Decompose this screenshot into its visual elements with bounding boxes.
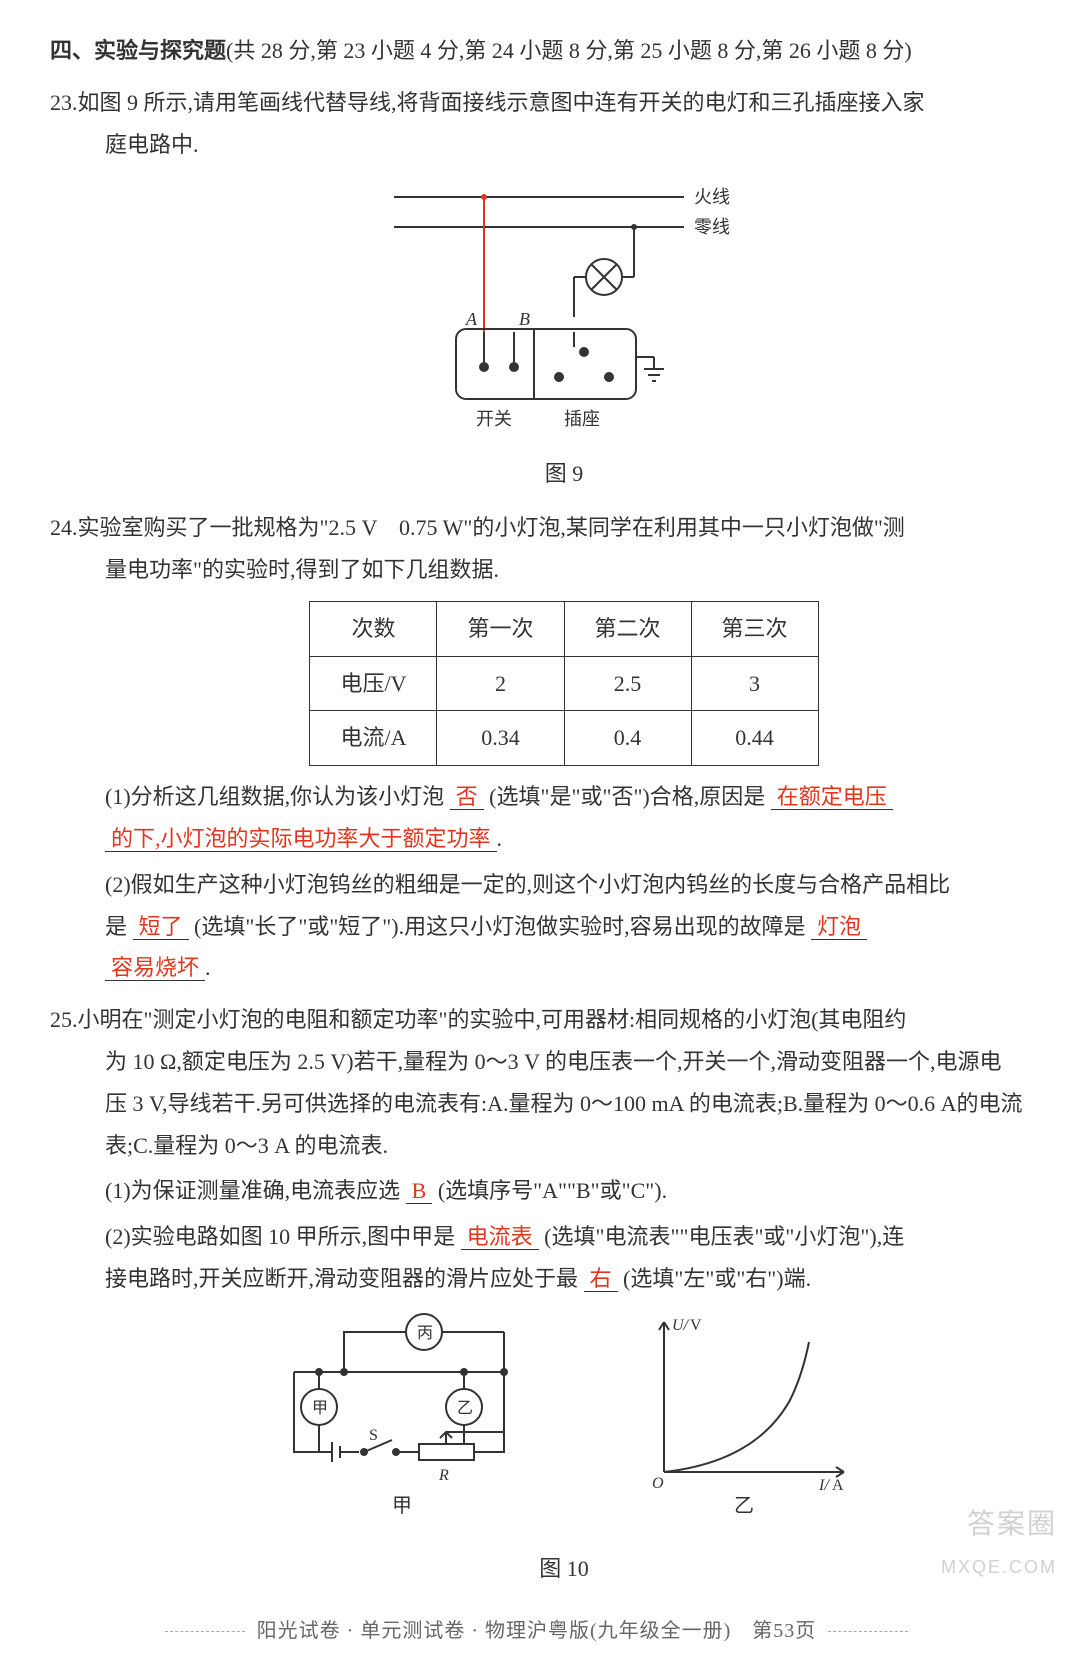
figure-10: 丙 甲 乙 S R 甲 U/ V I/ A O 乙	[105, 1312, 1023, 1590]
q25-p2-ans2: 右	[584, 1266, 618, 1292]
svg-text:B: B	[519, 309, 530, 329]
q24-p1-ans2b: 的下,小灯泡的实际电功率大于额定功率	[105, 826, 497, 852]
svg-text:零线: 零线	[694, 217, 730, 237]
q25-p1-a: (1)为保证测量准确,电流表应选	[105, 1178, 400, 1203]
svg-text:A: A	[465, 309, 478, 329]
svg-text:火线: 火线	[694, 187, 730, 207]
q25-p2-a: (2)实验电路如图 10 甲所示,图中甲是	[105, 1224, 455, 1249]
table-header: 第二次	[564, 601, 691, 656]
q25-num: 25.	[50, 1007, 78, 1032]
question-23: 23.如图 9 所示,请用笔画线代替导线,将背面接线示意图中连有开关的电灯和三孔…	[50, 82, 1023, 495]
table-cell: 电流/A	[310, 711, 437, 766]
table-cell: 2	[437, 656, 564, 711]
svg-text:甲: 甲	[392, 1495, 412, 1517]
svg-text:A: A	[832, 1477, 844, 1494]
q24-intro-cont: 量电功率"的实验时,得到了如下几组数据.	[105, 549, 1023, 591]
q24-data-table: 次数 第一次 第二次 第三次 电压/V 2 2.5 3 电流/A 0.34 0.…	[309, 601, 818, 766]
figure-9: 火线 零线 A B	[105, 177, 1023, 495]
q25-p2-b1: (选填"电流表""电压表"或"小灯泡"),连	[544, 1224, 904, 1249]
svg-text:I/: I/	[818, 1477, 830, 1494]
section-scoring: (共 28 分,第 23 小题 4 分,第 24 小题 8 分,第 25 小题 …	[226, 38, 912, 63]
section-title: 四、实验与探究题	[50, 38, 226, 63]
q25-part2: (2)实验电路如图 10 甲所示,图中甲是 电流表 (选填"电流表""电压表"或…	[105, 1216, 1023, 1300]
q24-intro-start: 实验室购买了一批规格为"2.5 V 0.75 W"的小灯泡,某同学在利用其中一只…	[78, 515, 905, 540]
figure-9-label: 图 9	[105, 453, 1023, 495]
svg-text:U/: U/	[672, 1317, 690, 1334]
table-header: 第三次	[691, 601, 818, 656]
table-row: 次数 第一次 第二次 第三次	[310, 601, 818, 656]
question-25: 25.小明在"测定小灯泡的电阻和额定功率"的实验中,可用器材:相同规格的小灯泡(…	[50, 999, 1023, 1589]
svg-text:乙: 乙	[457, 1400, 473, 1417]
q23-text-cont: 庭电路中.	[105, 124, 1023, 166]
q24-p2-c: .	[205, 955, 211, 980]
section-4-header: 四、实验与探究题(共 28 分,第 23 小题 4 分,第 24 小题 8 分,…	[50, 30, 1023, 72]
q25-p2-b2: 接电路时,开关应断开,滑动变阻器的滑片应处于最	[105, 1266, 578, 1291]
q23-text-start: 如图 9 所示,请用笔画线代替导线,将背面接线示意图中连有开关的电灯和三孔插座接…	[78, 90, 925, 115]
q24-p1-b: (选填"是"或"否")合格,原因是	[489, 784, 765, 809]
q24-p2-a1: (2)假如生产这种小灯泡钨丝的粗细是一定的,则这个小灯泡内钨丝的长度与合格产品相…	[105, 872, 950, 897]
q24-p1-ans1: 否	[450, 784, 484, 810]
table-row: 电流/A 0.34 0.4 0.44	[310, 711, 818, 766]
svg-text:S: S	[369, 1427, 378, 1444]
q24-p2-ans2b: 容易烧坏	[105, 955, 205, 981]
q24-num: 24.	[50, 515, 78, 540]
svg-text:O: O	[652, 1475, 664, 1492]
circuit-and-graph-icon: 丙 甲 乙 S R 甲 U/ V I/ A O 乙	[254, 1312, 874, 1542]
svg-text:开关: 开关	[476, 409, 512, 429]
q24-p1-a: (1)分析这几组数据,你认为该小灯泡	[105, 784, 444, 809]
q25-p1-ans: B	[406, 1178, 433, 1204]
q24-part1: (1)分析这几组数据,你认为该小灯泡 否 (选填"是"或"否")合格,原因是 在…	[105, 776, 1023, 860]
q24-p2-b: (选填"长了"或"短了").用这只小灯泡做实验时,容易出现的故障是	[194, 914, 806, 939]
figure-10-label: 图 10	[105, 1548, 1023, 1590]
table-cell: 0.44	[691, 711, 818, 766]
q24-part2: (2)假如生产这种小灯泡钨丝的粗细是一定的,则这个小灯泡内钨丝的长度与合格产品相…	[105, 864, 1023, 989]
table-cell: 2.5	[564, 656, 691, 711]
table-header: 第一次	[437, 601, 564, 656]
svg-text:甲: 甲	[312, 1400, 328, 1417]
table-cell: 0.34	[437, 711, 564, 766]
q25-p1-b: (选填序号"A""B"或"C").	[438, 1178, 667, 1203]
q24-p1-c: .	[497, 826, 503, 851]
svg-text:乙: 乙	[734, 1495, 754, 1517]
table-cell: 3	[691, 656, 818, 711]
q25-p2-ans1: 电流表	[461, 1224, 539, 1250]
q24-p2-ans1: 短了	[133, 914, 189, 940]
q25-intro-cont: 为 10 Ω,额定电压为 2.5 V)若干,量程为 0～3 V 的电压表一个,开…	[105, 1041, 1023, 1166]
q24-p2-a2: 是	[105, 914, 127, 939]
page-footer: 阳光试卷 · 单元测试卷 · 物理沪粤版(九年级全一册) 第53页	[50, 1612, 1023, 1650]
table-header: 次数	[310, 601, 437, 656]
q25-part1: (1)为保证测量准确,电流表应选 B (选填序号"A""B"或"C").	[105, 1170, 1023, 1212]
q24-p2-ans2a: 灯泡	[811, 914, 867, 940]
table-cell: 电压/V	[310, 656, 437, 711]
svg-text:V: V	[690, 1317, 702, 1334]
q25-intro-start: 小明在"测定小灯泡的电阻和额定功率"的实验中,可用器材:相同规格的小灯泡(其电阻…	[78, 1007, 907, 1032]
q25-p2-c: (选填"左"或"右")端.	[623, 1266, 811, 1291]
svg-text:插座: 插座	[564, 409, 600, 429]
circuit-diagram-icon: 火线 零线 A B	[384, 177, 744, 447]
svg-text:丙: 丙	[417, 1325, 433, 1342]
q23-num: 23.	[50, 90, 78, 115]
table-row: 电压/V 2 2.5 3	[310, 656, 818, 711]
question-24: 24.实验室购买了一批规格为"2.5 V 0.75 W"的小灯泡,某同学在利用其…	[50, 507, 1023, 989]
q24-p1-ans2a: 在额定电压	[771, 784, 893, 810]
table-cell: 0.4	[564, 711, 691, 766]
svg-text:R: R	[438, 1467, 449, 1484]
